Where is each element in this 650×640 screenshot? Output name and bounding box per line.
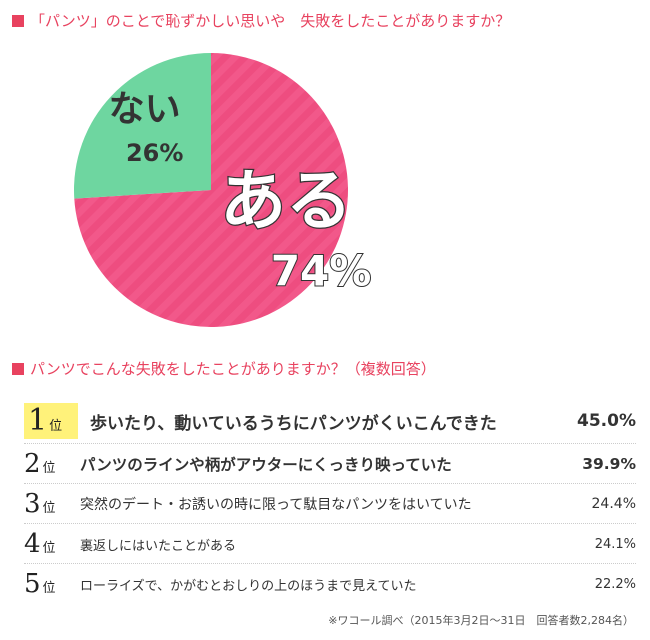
ranking-item-percent: 39.9% [582, 455, 636, 473]
rank-number: 2 [24, 449, 41, 479]
ranking-item-text: 裏返しにはいたことがある [80, 538, 237, 554]
row-divider [24, 563, 636, 564]
row-divider [24, 483, 636, 484]
bullet-square-icon [12, 14, 24, 27]
rank-number: 4 [24, 529, 41, 559]
row-divider [24, 523, 636, 524]
rank-suffix: 位 [42, 541, 56, 556]
ranking-item-percent: 45.0% [577, 411, 636, 431]
source-footnote: ※ワコール調べ（2015年3月2日〜31日 回答者数2,284名） [328, 614, 634, 627]
ranking-item-percent: 22.2% [594, 576, 636, 592]
pie-slice-value-label: 74% [271, 247, 372, 296]
ranking-item-text: 歩いたり、動いているうちにパンツがくいこんできた [90, 413, 497, 434]
rank-suffix: 位 [49, 419, 63, 434]
chart-title: 「パンツ」のことで恥ずかしい思いや 失敗をしたことがありますか？ [12, 10, 510, 31]
bullet-square-icon [12, 362, 24, 375]
rank-number: 5 [24, 569, 41, 599]
ranking-item-percent: 24.1% [594, 536, 636, 552]
ranking-item-text: 突然のデート・お誘いの時に限って駄目なパンツをはいていた [80, 497, 472, 513]
pie-slice-no [74, 53, 211, 199]
pie-slice-label: ない [109, 89, 181, 130]
ranking-title: パンツでこんな失敗をしたことがありますか？（複数回答） [12, 358, 436, 379]
ranking-item-percent: 24.4% [591, 496, 636, 512]
row-divider [24, 443, 636, 444]
chart-title-text: 「パンツ」のことで恥ずかしい思いや 失敗をしたことがありますか？ [30, 12, 511, 30]
rank-number: 3 [24, 489, 41, 519]
pie-slice-label: ある [220, 163, 352, 240]
rank-number: 1 [28, 403, 48, 438]
ranking-item-text: パンツのラインや柄がアウターにくっきり映っていた [80, 456, 452, 474]
pie-slice-yes [74, 53, 349, 327]
rank-suffix: 位 [42, 581, 56, 596]
pie-slice-value-label: 26% [126, 139, 183, 167]
rank-suffix: 位 [42, 461, 56, 476]
pie-chart: ある 74% ない 26% [74, 53, 372, 327]
ranking-item-text: ローライズで、かがむとおしりの上のほうまで見えていた [80, 578, 417, 594]
ranking-title-text: パンツでこんな失敗をしたことがありますか？（複数回答） [30, 360, 436, 378]
rank-suffix: 位 [42, 501, 56, 516]
